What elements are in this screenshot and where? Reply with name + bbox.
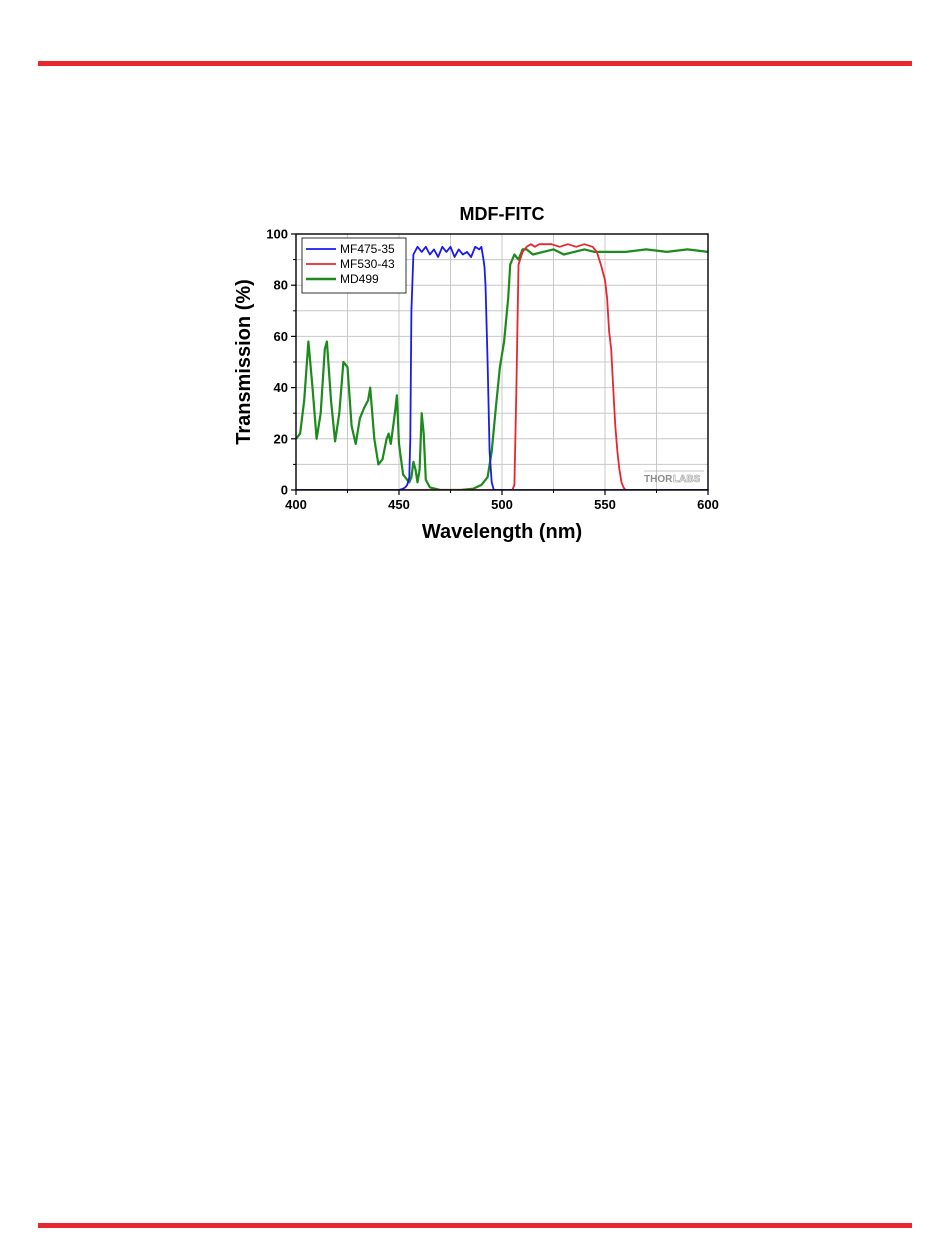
series-lines xyxy=(296,243,708,490)
x-tick-label: 450 xyxy=(388,497,410,512)
legend-box xyxy=(301,237,407,294)
series-line-mf475-35 xyxy=(296,245,708,490)
transmission-chart: MDF-FITC 400 450 500 550 600 0 20 40 60 80 100 Wa… xyxy=(233,204,719,543)
legend-label: MF530-43 xyxy=(340,257,395,271)
y-tick-label: 0 xyxy=(281,483,288,498)
x-tick-label: 600 xyxy=(697,497,719,512)
x-tick-labels: 400 450 500 550 600 xyxy=(285,497,719,512)
x-tick-label: 550 xyxy=(594,497,616,512)
chart-grid xyxy=(295,233,709,491)
legend-label: MF475-35 xyxy=(340,242,395,256)
axis-ticks xyxy=(291,233,709,495)
y-tick-labels: 0 20 40 60 80 100 xyxy=(266,227,288,498)
series-line-md499 xyxy=(296,248,708,490)
y-tick-label: 40 xyxy=(274,380,288,395)
y-axis-label: Transmission (%) xyxy=(233,279,255,445)
bottom-red-rule xyxy=(38,1223,912,1228)
y-tick-label: 80 xyxy=(274,278,288,293)
y-tick-label: 60 xyxy=(274,329,288,344)
series-line-mf530-43 xyxy=(296,243,708,490)
chart-title: MDF-FITC xyxy=(460,204,545,224)
y-tick-label: 20 xyxy=(274,431,288,446)
x-axis-label: Wavelength (nm) xyxy=(422,521,582,543)
logo-thor-text: THOR xyxy=(644,474,673,485)
logo-labs-text: LABS xyxy=(673,474,701,485)
x-tick-label: 500 xyxy=(491,497,513,512)
top-red-rule xyxy=(38,61,912,66)
thorlabs-logo: THOR LABS xyxy=(644,470,704,485)
legend-label: MD499 xyxy=(340,272,379,286)
x-tick-label: 400 xyxy=(285,497,307,512)
y-tick-label: 100 xyxy=(266,227,288,242)
